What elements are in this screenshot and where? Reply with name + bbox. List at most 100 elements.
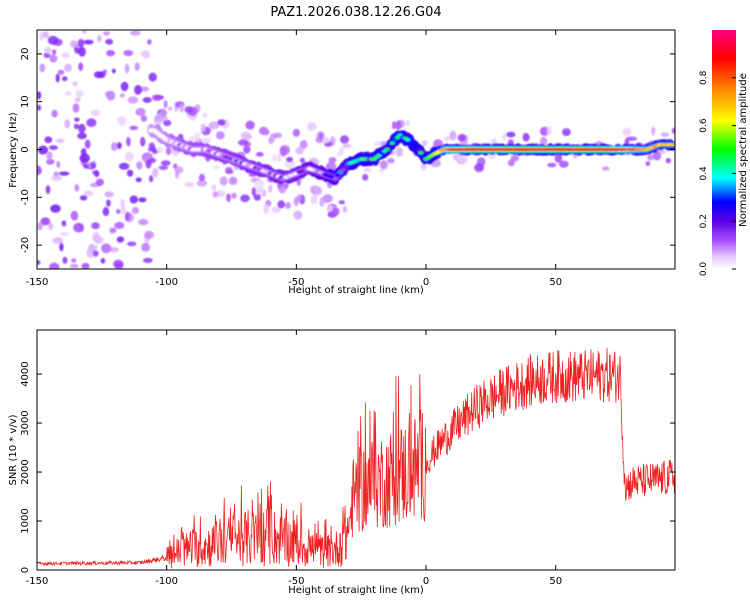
spectrogram-noise-cell xyxy=(117,116,127,126)
spectrogram-noise-cell xyxy=(325,162,337,171)
spectrogram-noise-cell xyxy=(299,157,305,163)
spectrogram-noise-cell xyxy=(79,153,90,163)
snr-frame xyxy=(36,329,676,571)
spectrogram-noise-cell xyxy=(213,165,220,170)
spectrogram-y-ticks: -20 -10 0 10 20 xyxy=(20,48,675,253)
spectrogram-noise-cell xyxy=(52,49,57,55)
snr-y-ticks: 0 1000 2000 3000 4000 xyxy=(20,361,675,573)
spectrogram-noise-cell xyxy=(284,183,289,189)
spectrogram-noise-cell xyxy=(55,73,60,83)
spectrogram-noise-cell xyxy=(136,161,143,170)
snr-x-tick-label: 50 xyxy=(549,576,562,587)
spectrogram-noise-cell xyxy=(140,136,146,147)
colorbar-tick-label: 0.0 xyxy=(699,262,709,277)
spectrogram-noise-cell xyxy=(40,217,51,226)
spectrogram-noise-cell xyxy=(144,230,155,239)
spectrogram-noise-cell xyxy=(70,40,78,49)
spectrogram-noise-cell xyxy=(109,227,117,234)
spectrogram-noise-cell xyxy=(443,136,451,142)
spectrogram-noise-cell xyxy=(379,160,388,170)
spectrogram-noise-cell xyxy=(49,54,58,63)
spectrogram-noise-cell xyxy=(58,171,70,176)
spectrogram-noise-cell xyxy=(56,160,61,169)
spectrogram-noise-cell xyxy=(83,39,94,45)
colorbar-gradient xyxy=(712,30,736,269)
spectrogram-noise-cell xyxy=(295,146,304,155)
spectrogram-noise-cell xyxy=(660,132,670,137)
spectrogram-noise-cell xyxy=(51,175,63,181)
spectrogram-noise-cell xyxy=(82,30,87,34)
spectrogram-noise-cell xyxy=(322,194,333,204)
spectrogram-noise-cell xyxy=(126,169,134,177)
colorbar: 0.0 0.2 0.4 0.6 0.8 Normalized spectral ampl… xyxy=(699,30,749,276)
spectrogram-noise-cell xyxy=(318,132,324,141)
spectrogram-noise-cell xyxy=(307,122,317,131)
spectrogram-noise-cell xyxy=(554,153,563,163)
spectrogram-noise-cell xyxy=(131,207,140,214)
spectrogram-noise-cell xyxy=(126,136,131,147)
spectrogram-noise-cell xyxy=(116,209,121,214)
spectrogram-noise-cell xyxy=(106,90,116,101)
spectrogram-noise-cell xyxy=(127,96,139,104)
spectrogram-noise-cell xyxy=(277,152,282,162)
spectrogram-noise-cell xyxy=(163,100,168,109)
spectrogram-noise-cell xyxy=(111,68,116,74)
spectrogram-noise-cell xyxy=(61,52,70,59)
spectrogram-noise-cell xyxy=(97,34,102,43)
spectrogram-noise-cell xyxy=(156,146,164,154)
spectrogram-ridge-cell xyxy=(343,165,349,169)
spectrogram-noise-cell xyxy=(405,119,410,126)
spectrogram-noise-cell xyxy=(310,194,318,205)
spectrogram-noise-cell xyxy=(626,136,638,141)
spectrogram-noise-cell xyxy=(72,81,78,87)
spectrogram-noise-cell xyxy=(546,126,552,136)
colorbar-tick-label: 0.8 xyxy=(699,70,709,85)
spectrogram-noise-cell xyxy=(208,121,220,130)
snr-y-tick-label: 4000 xyxy=(20,361,31,386)
spectrogram-noise-cell xyxy=(243,145,251,154)
spectrogram-noise-cell xyxy=(138,197,147,203)
spectrogram-noise-cell xyxy=(506,131,516,138)
spectrogram-noise-cell xyxy=(125,152,134,162)
spectrogram-ridge-cell xyxy=(337,170,343,174)
spectrogram-noise-cell xyxy=(114,262,124,269)
spectrogram-noise-cell xyxy=(217,119,226,126)
spectrogram-noise-cell xyxy=(47,35,59,45)
spectrogram-noise-cell xyxy=(160,108,167,119)
spectrogram-noise-cell xyxy=(118,162,130,170)
spectrogram-noise-cell xyxy=(502,133,507,141)
spectrogram-noise-cell xyxy=(101,243,112,254)
spectrogram-noise-cell xyxy=(79,195,88,201)
spectrogram-noise-cell xyxy=(539,136,548,146)
spectrogram-noise-cell xyxy=(313,186,319,195)
spectrogram-noise-cell xyxy=(57,69,65,75)
spectrogram-noise-cell xyxy=(100,258,106,264)
spectrogram-noise-cell xyxy=(95,178,104,186)
spectrogram-noise-cell xyxy=(240,131,251,141)
spectrogram-noise-cell xyxy=(179,103,184,113)
spectrogram-noise-cell xyxy=(145,160,152,169)
spectrogram-noise-cell xyxy=(49,145,58,151)
spectrogram-noise-cell xyxy=(651,126,656,136)
spectrogram-noise-cell xyxy=(74,117,80,122)
spectrogram-ridge-cell xyxy=(669,143,675,147)
spectrogram-noise-cell xyxy=(48,222,54,230)
colorbar-tick-label: 0.6 xyxy=(699,118,709,133)
spectrogram-ridge-cell xyxy=(394,135,401,140)
spectrogram-noise-cell xyxy=(202,112,208,118)
spectrogram-noise-cell xyxy=(163,119,172,127)
spectrogram-noise-cell xyxy=(81,262,90,269)
spectrogram-noise-cell xyxy=(184,106,193,114)
spectrogram-noise-cell xyxy=(562,128,571,137)
spectrogram-noise-cell xyxy=(52,237,64,244)
colorbar-label: Normalized spectral amplitude xyxy=(738,73,749,227)
spectrogram-noise-cell xyxy=(37,222,43,231)
spectrogram-noise-cell xyxy=(622,127,632,137)
spectrogram-noise-cell xyxy=(64,118,71,129)
spectrogram-noise-cell xyxy=(83,190,94,197)
spectrogram-noise-cell xyxy=(62,76,68,82)
spectrogram-x-tick-label: 0 xyxy=(423,277,429,288)
spectrogram-noise-cell xyxy=(37,145,49,155)
spectrogram-noise-cell xyxy=(114,221,125,230)
